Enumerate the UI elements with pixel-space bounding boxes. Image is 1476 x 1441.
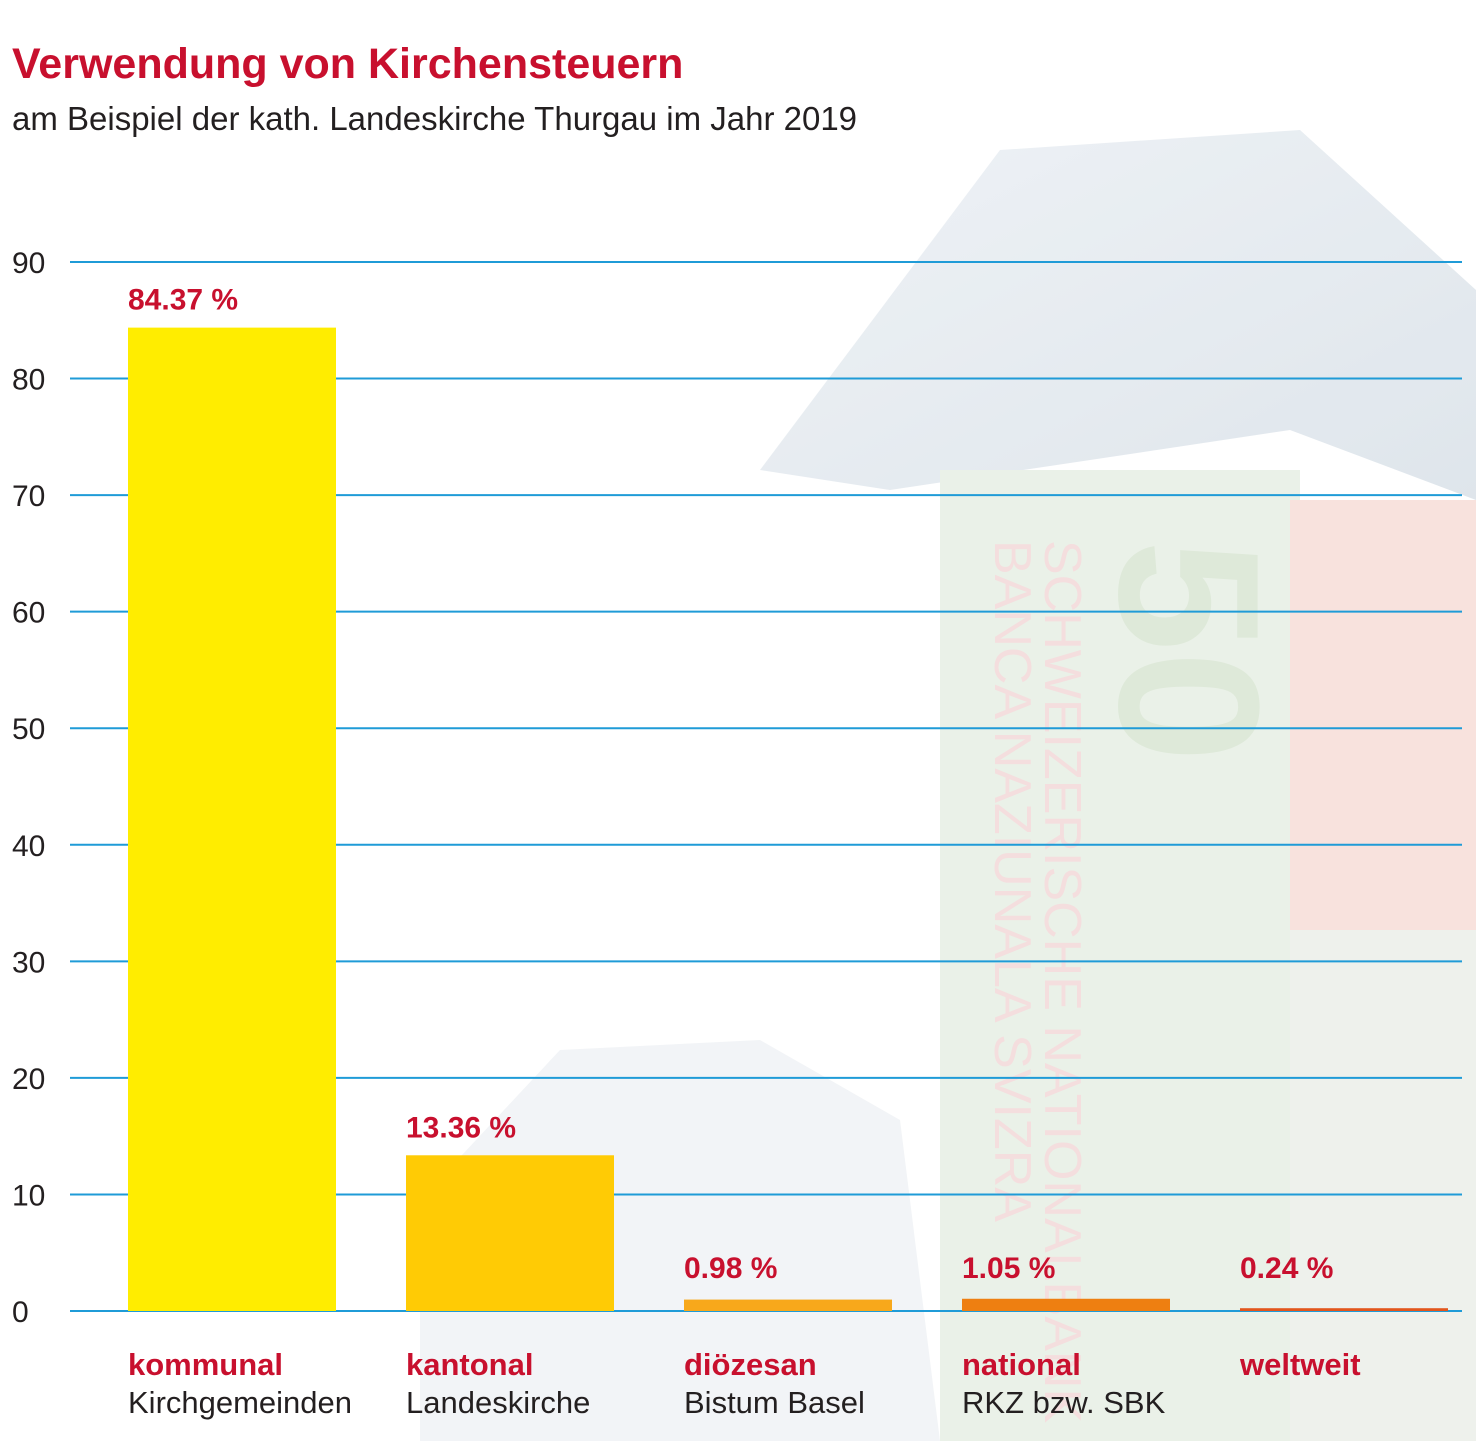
bar-3 <box>962 1298 1170 1311</box>
category-name: diözesan <box>684 1347 817 1382</box>
category-label: kantonal Landeskirche <box>406 1346 590 1422</box>
value-label: 84.37 % <box>128 284 238 317</box>
y-tick-label: 70 <box>12 480 45 513</box>
category-detail: Bistum Basel <box>684 1385 865 1420</box>
value-label: 13.36 % <box>406 1111 516 1144</box>
y-tick-label: 0 <box>12 1296 29 1329</box>
value-labels: 84.37 % 13.36 % 0.98 % 1.05 % 0.24 % <box>128 284 1333 1285</box>
value-label: 0.98 % <box>684 1252 777 1285</box>
category-name: kantonal <box>406 1347 534 1382</box>
category-label: kommunal Kirchgemeinden <box>128 1346 352 1422</box>
bars <box>128 327 1448 1311</box>
y-axis-tick-labels: 0 10 20 30 40 50 60 70 80 90 <box>12 247 45 1329</box>
category-detail: Kirchgemeinden <box>128 1385 353 1420</box>
y-tick-label: 50 <box>12 713 45 746</box>
category-name: weltweit <box>1240 1347 1361 1382</box>
bar-1 <box>406 1155 614 1311</box>
y-tick-label: 30 <box>12 946 45 979</box>
svg-text:BANCA NAZIUNALA SVIZRA: BANCA NAZIUNALA SVIZRA <box>983 540 1041 1222</box>
y-tick-label: 80 <box>12 364 45 397</box>
category-label: weltweit <box>1240 1346 1361 1384</box>
bar-2 <box>684 1299 892 1311</box>
chart-title: Verwendung von Kirchensteuern <box>12 40 684 88</box>
category-detail: Landeskirche <box>406 1385 591 1420</box>
bar-4 <box>1240 1308 1448 1311</box>
value-label: 1.05 % <box>962 1252 1055 1285</box>
category-detail: RKZ bzw. SBK <box>962 1385 1166 1420</box>
category-label: diözesan Bistum Basel <box>684 1346 865 1422</box>
category-name: national <box>962 1347 1081 1382</box>
category-label: national RKZ bzw. SBK <box>962 1346 1165 1422</box>
y-tick-label: 10 <box>12 1179 45 1212</box>
svg-text:50: 50 <box>1077 540 1300 762</box>
category-name: kommunal <box>128 1347 284 1382</box>
bar-0 <box>128 327 336 1311</box>
y-tick-label: 90 <box>12 247 45 280</box>
value-label: 0.24 % <box>1240 1252 1333 1285</box>
y-tick-label: 20 <box>12 1063 45 1096</box>
y-tick-label: 60 <box>12 597 45 630</box>
y-tick-label: 40 <box>12 830 45 863</box>
chart-subtitle: am Beispiel der kath. Landeskirche Thurg… <box>12 100 858 137</box>
svg-text:SCHWEIZERISCHE NATIONALBANK: SCHWEIZERISCHE NATIONALBANK <box>1033 540 1091 1423</box>
